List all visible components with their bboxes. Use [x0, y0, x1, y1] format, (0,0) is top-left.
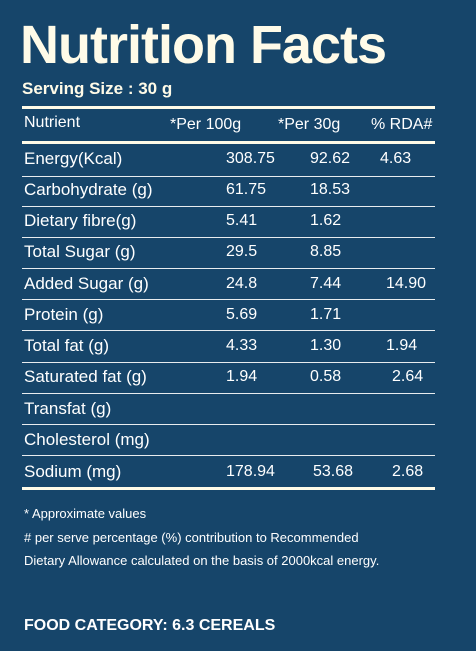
nutrient-name: Protein (g)	[24, 305, 104, 324]
row-divider	[22, 455, 435, 456]
row-divider	[22, 362, 435, 363]
per-30g-value: 1.62	[310, 212, 342, 229]
page-title: Nutrition Facts	[20, 15, 387, 75]
per-100g-value: 24.8	[226, 275, 258, 292]
per-30g-value: 92.62	[310, 150, 351, 167]
footnote-approximate: * Approximate values	[24, 506, 147, 521]
row-divider	[22, 176, 435, 177]
rda-value: 2.68	[392, 463, 424, 480]
nutrient-name: Saturated fat (g)	[24, 367, 147, 386]
header-per-100g: *Per 100g	[170, 116, 242, 133]
row-divider	[22, 268, 435, 269]
per-100g-value: 61.75	[226, 181, 267, 198]
per-100g-value: 29.5	[226, 243, 258, 260]
per-30g-value: 18.53	[310, 181, 351, 198]
nutrient-name: Sodium (mg)	[24, 462, 122, 481]
footnote-rda-line1: # per serve percentage (%) contribution …	[24, 530, 359, 545]
nutrient-name: Cholesterol (mg)	[24, 430, 150, 449]
nutrient-name: Dietary fibre(g)	[24, 211, 137, 230]
rda-value: 2.64	[392, 368, 424, 385]
per-30g-value: 1.30	[310, 337, 342, 354]
nutrient-name: Energy(Kcal)	[24, 149, 123, 168]
rda-value: 1.94	[386, 337, 418, 354]
row-divider	[22, 330, 435, 331]
per-100g-value: 308.75	[226, 150, 275, 167]
per-100g-value: 1.94	[226, 368, 258, 385]
nutrient-name: Added Sugar (g)	[24, 274, 149, 293]
row-divider	[22, 393, 435, 394]
row-divider	[22, 237, 435, 238]
nutrient-name: Total fat (g)	[24, 336, 110, 355]
per-30g-value: 1.71	[310, 306, 342, 323]
divider-top	[22, 106, 435, 109]
rda-value: 14.90	[386, 275, 427, 292]
header-nutrient: Nutrient	[24, 114, 81, 131]
per-30g-value: 7.44	[310, 275, 342, 292]
divider-header	[22, 141, 435, 144]
per-30g-value: 8.85	[310, 243, 342, 260]
per-30g-value: 0.58	[310, 368, 342, 385]
header-rda: % RDA#	[371, 116, 433, 133]
per-100g-value: 5.41	[226, 212, 258, 229]
per-100g-value: 178.94	[226, 463, 275, 480]
row-divider	[22, 299, 435, 300]
row-divider	[22, 424, 435, 425]
serving-size: Serving Size : 30 g	[22, 79, 173, 98]
divider-bottom	[22, 487, 435, 490]
header-per-30g: *Per 30g	[278, 116, 341, 133]
rda-value: 4.63	[380, 150, 412, 167]
food-category: FOOD CATEGORY: 6.3 CEREALS	[24, 617, 276, 634]
nutrient-name: Transfat (g)	[24, 399, 112, 418]
row-divider	[22, 206, 435, 207]
nutrient-name: Carbohydrate (g)	[24, 180, 153, 199]
per-100g-value: 5.69	[226, 306, 258, 323]
per-30g-value: 53.68	[313, 463, 354, 480]
footnote-rda-line2: Dietary Allowance calculated on the basi…	[24, 553, 380, 568]
nutrient-name: Total Sugar (g)	[24, 242, 136, 261]
per-100g-value: 4.33	[226, 337, 258, 354]
